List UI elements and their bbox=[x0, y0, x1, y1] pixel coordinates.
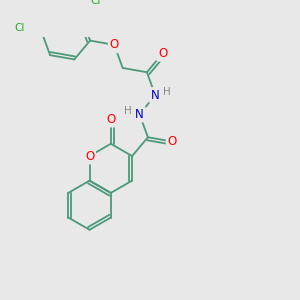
Text: O: O bbox=[106, 113, 116, 126]
Text: H: H bbox=[163, 87, 171, 97]
Text: Cl: Cl bbox=[91, 0, 101, 6]
Text: N: N bbox=[135, 108, 144, 121]
Text: H: H bbox=[124, 106, 132, 116]
Text: O: O bbox=[110, 38, 119, 51]
Text: O: O bbox=[85, 150, 94, 163]
Text: O: O bbox=[167, 135, 177, 148]
Text: O: O bbox=[158, 47, 167, 60]
Text: Cl: Cl bbox=[15, 23, 25, 33]
Text: N: N bbox=[151, 89, 160, 102]
